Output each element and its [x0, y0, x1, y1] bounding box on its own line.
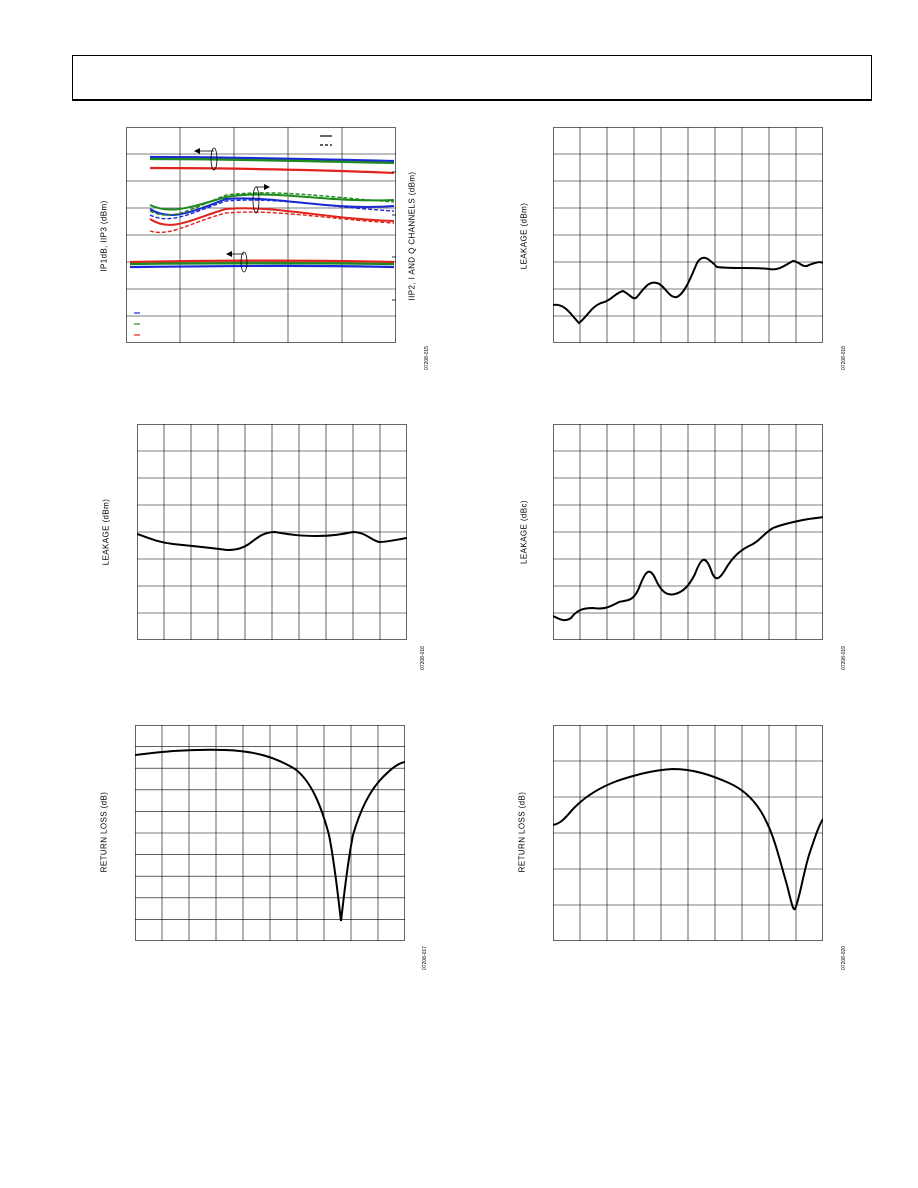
- iip3-green-trace: [149, 157, 395, 165]
- figure-id-07208-018: 07208-018: [841, 346, 847, 370]
- iip3-red-trace: [149, 166, 395, 175]
- return-loss-1-ylabel: RETURN LOSS (dB): [99, 791, 109, 873]
- figure-id-07208-015: 07208-015: [424, 346, 430, 370]
- return-loss-2-plot: [553, 725, 823, 941]
- iip2-green-trace: [149, 193, 395, 211]
- iip3-blue-trace: [149, 155, 395, 163]
- figure-id-07208-017: 07208-017: [422, 946, 428, 970]
- iip2-right-ylabel: IIP2, I AND Q CHANNELS (dBm): [407, 171, 417, 301]
- leakage-1-plot: [553, 127, 823, 343]
- leakage-2-plot: [137, 424, 407, 640]
- ip1db-red-trace: [129, 259, 395, 264]
- iip2-red-trace: [149, 207, 395, 226]
- ip1db-blue-trace: [129, 264, 395, 269]
- ip1db-iip3-ylabel: IP1dB, IIP3 (dBm): [99, 200, 109, 272]
- return-loss-1-plot: [135, 725, 405, 941]
- return-loss-2-ylabel: RETURN LOSS (dB): [517, 791, 527, 873]
- leakage-1-trace: [553, 256, 823, 325]
- leakage-1-ylabel: LEAKAGE (dBm): [519, 202, 529, 270]
- leakage-3-ylabel: LEAKAGE (dBc): [519, 500, 529, 564]
- leakage-2-ylabel: LEAKAGE (dBm): [101, 498, 111, 566]
- leakage-3-plot: [553, 424, 823, 640]
- page-header-box: [72, 55, 872, 101]
- ip1db-iip3-plot: [126, 127, 396, 343]
- figure-id-07208-019: 07208-019: [841, 646, 847, 670]
- return-loss-2-trace: [553, 767, 823, 911]
- return-loss-1-trace: [135, 748, 405, 922]
- iip2-green-dashed-trace: [149, 192, 395, 216]
- iip2-blue-dashed-trace: [149, 199, 395, 220]
- figure-id-07208-020: 07208-020: [841, 946, 847, 970]
- figure-id-07208-016: 07208-016: [420, 646, 426, 670]
- leakage-2-trace: [137, 530, 407, 552]
- ip1db-green-trace: [129, 262, 395, 266]
- leakage-3-trace: [553, 516, 823, 622]
